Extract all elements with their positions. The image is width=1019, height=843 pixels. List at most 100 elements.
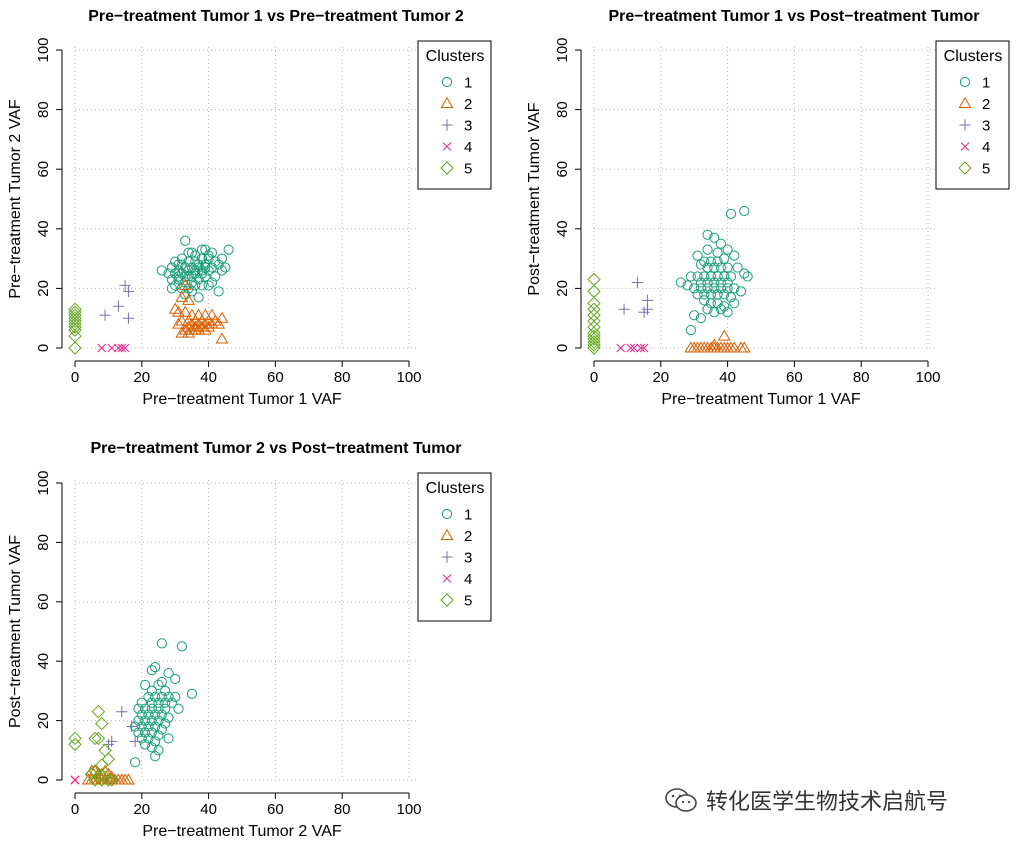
legend-marker-plus (959, 119, 971, 131)
data-point (705, 298, 717, 309)
data-point (699, 289, 710, 300)
data-point (163, 712, 174, 723)
x-tick-label: 60 (267, 801, 284, 818)
data-point (722, 307, 733, 318)
y-tick-label: 80 (35, 534, 52, 551)
data-point (153, 730, 164, 741)
legend-label: 3 (982, 118, 990, 135)
x-axis-title: Pre−treatment Tumor 1 VAF (142, 391, 342, 408)
data-point (170, 256, 181, 267)
x-tick-label: 0 (71, 801, 79, 818)
data-point (150, 736, 161, 747)
data-point (156, 709, 167, 720)
y-tick-label: 20 (35, 712, 52, 729)
data-point (95, 758, 109, 772)
data-point (702, 304, 713, 315)
data-point (70, 775, 80, 785)
data-point (717, 329, 731, 341)
legend-label: 1 (982, 75, 990, 92)
data-point (626, 343, 636, 353)
data-point (95, 773, 109, 787)
legend-marker-diamond (440, 161, 454, 175)
data-point (91, 704, 106, 719)
legend-title: Clusters (944, 48, 1003, 65)
data-point (172, 317, 186, 329)
data-point (210, 271, 221, 282)
data-point (99, 309, 111, 321)
data-point (130, 757, 141, 768)
data-point (722, 283, 733, 294)
data-point (616, 343, 626, 353)
chart-title: Pre−treatment Tumor 1 vs Post−treatment … (608, 8, 979, 25)
data-point (193, 259, 204, 270)
legend-marker-cross (960, 142, 970, 151)
data-point (180, 271, 191, 282)
chart-title: Pre−treatment Tumor 1 vs Pre−treatment T… (88, 8, 464, 25)
data-point (215, 311, 229, 323)
x-tick-label: 100 (396, 369, 421, 386)
data-point (140, 739, 151, 750)
y-tick-label: 40 (35, 653, 52, 670)
legend: Clusters 1 2 3 4 5 (417, 472, 492, 622)
data-point (695, 283, 706, 294)
data-point (190, 280, 201, 291)
legend-marker-cross (442, 142, 452, 151)
data-point (196, 265, 208, 276)
legend-marker-plus (441, 119, 453, 131)
data-point (190, 265, 201, 276)
data-point (725, 292, 737, 303)
data-point (689, 283, 700, 294)
data-point (129, 735, 141, 747)
data-point (126, 720, 138, 733)
data-point (739, 268, 750, 279)
data-point (727, 341, 741, 353)
x-tick-label: 20 (652, 369, 669, 386)
data-point (160, 703, 171, 714)
x-tick-label: 20 (133, 369, 150, 386)
data-point (84, 767, 99, 781)
legend-label: 5 (982, 161, 990, 178)
data-point (735, 286, 747, 297)
x-tick-label: 40 (200, 369, 217, 386)
data-point (695, 313, 706, 324)
data-point (699, 271, 710, 282)
data-point (133, 727, 144, 738)
data-point (722, 277, 733, 288)
data-point (216, 265, 228, 276)
y-tick-label: 0 (35, 344, 52, 352)
data-point (175, 290, 189, 302)
data-point (639, 343, 649, 353)
data-point (180, 277, 191, 288)
data-point (166, 697, 177, 708)
data-point (699, 256, 710, 267)
data-point (725, 208, 737, 219)
data-point (160, 718, 171, 729)
data-point (729, 250, 740, 261)
data-point (587, 332, 601, 346)
data-point (725, 271, 737, 282)
data-point (68, 731, 82, 746)
data-point (173, 259, 184, 270)
data-point (675, 277, 686, 288)
x-tick-label: 80 (334, 801, 351, 818)
data-point (587, 338, 601, 352)
series-cluster-5 (587, 272, 601, 355)
data-point (150, 721, 161, 732)
data-point (140, 727, 151, 738)
y-tick-label: 100 (35, 37, 52, 62)
legend-box (417, 472, 492, 622)
data-point (692, 271, 703, 282)
data-point (178, 305, 192, 317)
data-point (685, 325, 696, 336)
data-point (587, 341, 601, 355)
data-point (106, 735, 118, 747)
data-point (186, 247, 197, 258)
data-point (203, 265, 214, 276)
data-point (143, 691, 154, 702)
data-point (709, 307, 720, 318)
y-tick-label: 60 (35, 593, 52, 610)
data-point (163, 268, 174, 279)
data-point (200, 244, 211, 255)
data-point (193, 262, 204, 273)
